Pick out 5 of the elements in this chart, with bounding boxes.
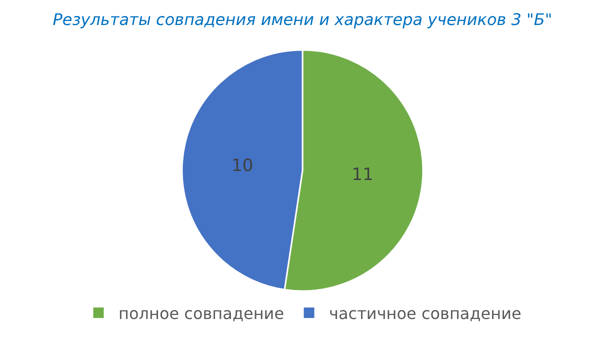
legend-label: полное совпадение (118, 304, 284, 323)
data-label: 11 (352, 165, 374, 185)
legend-label: частичное совпадение (329, 304, 522, 323)
data-label: 10 (232, 156, 254, 176)
chart-title: Результаты совпадения имени и характера учеников 3 "Б" (52, 10, 552, 29)
